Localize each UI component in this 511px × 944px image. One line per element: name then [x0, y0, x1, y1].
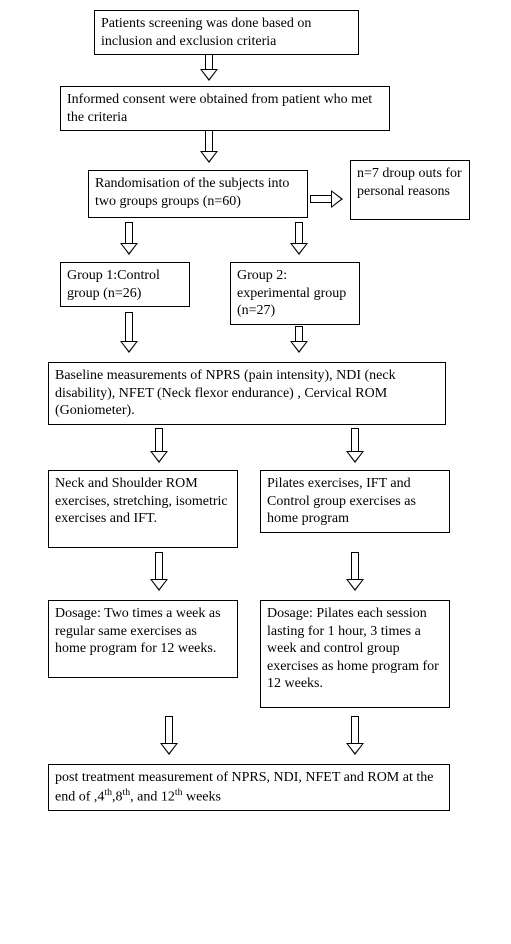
flow-node-post: post treatment measurement of NPRS, NDI,… — [48, 764, 450, 811]
arrow-down-11 — [346, 716, 364, 756]
flow-node-dose2: Dosage: Pilates each session lasting for… — [260, 600, 450, 708]
arrow-down-0 — [200, 54, 218, 82]
flow-node-group2: Group 2: experimental group (n=27) — [230, 262, 360, 325]
arrow-down-2 — [120, 222, 138, 256]
arrow-down-3 — [290, 222, 308, 256]
arrow-down-6 — [150, 428, 168, 464]
arrow-right-0 — [310, 190, 344, 208]
flow-node-baseline: Baseline measurements of NPRS (pain inte… — [48, 362, 446, 425]
flow-node-screening: Patients screening was done based on inc… — [94, 10, 359, 55]
flow-node-intv1: Neck and Shoulder ROM exercises, stretch… — [48, 470, 238, 548]
flowchart-canvas: Patients screening was done based on inc… — [0, 0, 511, 944]
flow-node-intv2: Pilates exercises, IFT and Control group… — [260, 470, 450, 533]
arrow-down-9 — [346, 552, 364, 592]
flow-node-dose1: Dosage: Two times a week as regular same… — [48, 600, 238, 678]
arrow-down-8 — [150, 552, 168, 592]
flow-node-consent: Informed consent were obtained from pati… — [60, 86, 390, 131]
flow-node-group1: Group 1:Control group (n=26) — [60, 262, 190, 307]
arrow-down-5 — [290, 326, 308, 354]
arrow-down-1 — [200, 130, 218, 164]
flow-node-dropouts: n=7 droup outs for personal reasons — [350, 160, 470, 220]
arrow-down-7 — [346, 428, 364, 464]
arrow-down-10 — [160, 716, 178, 756]
arrow-down-4 — [120, 312, 138, 354]
flow-node-randomise: Randomisation of the subjects into two g… — [88, 170, 308, 218]
